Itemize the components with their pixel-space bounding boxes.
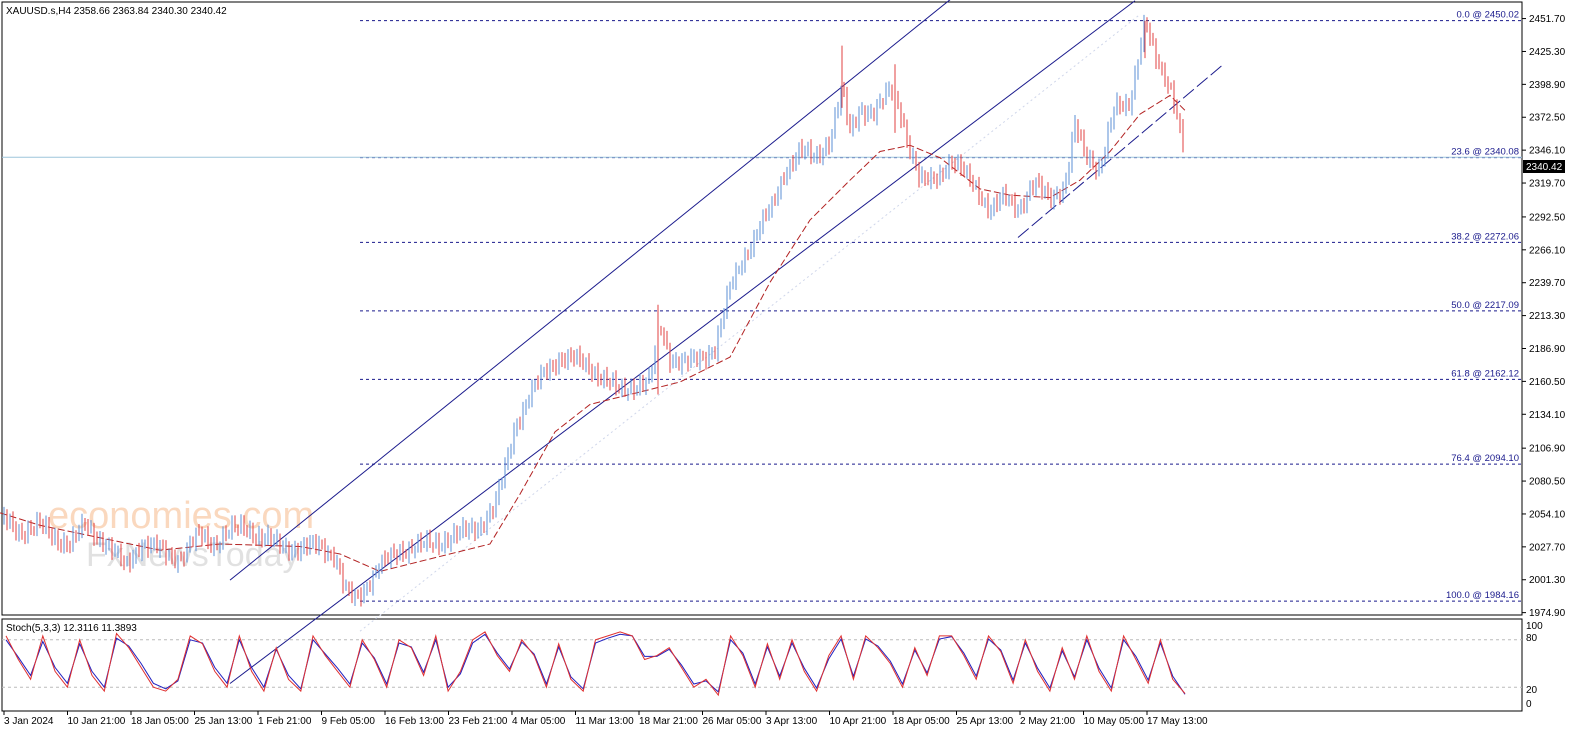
current-price-label: 2340.42 (1526, 162, 1563, 173)
candlesticks (3, 14, 1184, 607)
time-tick-label: 25 Jan 13:00 (195, 716, 253, 727)
stoch-level-20: 20 (1526, 685, 1538, 696)
fib-label: 50.0 @ 2217.09 (1451, 300, 1519, 311)
price-tick-label: 2319.70 (1529, 179, 1566, 190)
time-tick-label: 10 May 05:00 (1084, 716, 1145, 727)
price-tick-label: 2080.50 (1529, 477, 1566, 488)
fib-label: 0.0 @ 2450.02 (1457, 10, 1519, 21)
time-tick-label: 23 Feb 21:00 (449, 716, 508, 727)
moving-average (0, 94, 1186, 572)
main-chart-frame (1, 1, 1523, 616)
fib-label: 61.8 @ 2162.12 (1451, 368, 1519, 379)
price-tick-label: 2292.50 (1529, 212, 1566, 223)
stoch-level-0: 0 (1526, 699, 1532, 710)
time-tick-label: 9 Feb 05:00 (322, 716, 376, 727)
time-tick-label: 18 Mar 21:00 (639, 716, 698, 727)
time-tick-label: 26 Mar 05:00 (703, 716, 762, 727)
ma-line (0, 94, 1186, 572)
price-tick-label: 2001.30 (1529, 575, 1566, 586)
symbol-header: XAUUSD.s,H4 2358.66 2363.84 2340.30 2340… (6, 6, 227, 17)
fib-label: 100.0 @ 1984.16 (1446, 590, 1519, 601)
price-tick-label: 2451.70 (1529, 14, 1566, 25)
price-axis: 2451.70 2425.30 2398.90 2372.50 2346.10 2319.… (1522, 14, 1566, 619)
fib-label: 23.6 @ 2340.08 (1451, 147, 1519, 158)
time-tick-label: 3 Jan 2024 (4, 716, 54, 727)
price-tick-label: 2027.70 (1529, 542, 1566, 553)
price-tick-label: 2186.90 (1529, 344, 1566, 355)
price-tick-label: 2398.90 (1529, 80, 1566, 91)
stoch-main-line (5, 631, 1186, 697)
stoch-level-100: 100 (1526, 621, 1543, 632)
price-tick-label: 2266.10 (1529, 245, 1566, 256)
price-tick-label: 2346.10 (1529, 146, 1566, 157)
time-tick-label: 25 Apr 13:00 (957, 716, 1014, 727)
fib-label: 76.4 @ 2094.10 (1451, 453, 1519, 464)
price-tick-label: 2372.50 (1529, 113, 1566, 124)
price-tick-label: 2213.30 (1529, 311, 1566, 322)
time-tick-label: 17 May 13:00 (1147, 716, 1208, 727)
time-tick-label: 2 May 21:00 (1020, 716, 1075, 727)
fibonacci-levels: 0.0 @ 2450.02 23.6 @ 2340.08 38.2 @ 2272.0… (2, 10, 1522, 602)
stoch-level-80: 80 (1526, 633, 1538, 644)
time-tick-label: 1 Feb 21:00 (258, 716, 312, 727)
price-tick-label: 2106.90 (1529, 444, 1566, 455)
price-tick-label: 1974.90 (1529, 608, 1566, 619)
channel-mid-line (359, 14, 1141, 632)
watermark-economies: economies.com (48, 495, 314, 537)
current-price-tag (1523, 160, 1565, 173)
trend-channels (229, 0, 1223, 684)
price-tick-label: 2134.10 (1529, 410, 1566, 421)
price-tick-label: 2054.10 (1529, 509, 1566, 520)
price-tick-label: 2160.50 (1529, 377, 1566, 388)
time-tick-label: 11 Mar 13:00 (576, 716, 635, 727)
channel-lower-line (229, 0, 1136, 684)
stochastic-oscillator (2, 631, 1522, 697)
time-tick-label: 10 Apr 21:00 (830, 716, 887, 727)
stoch-label: Stoch(5,3,3) 12.3116 11.3893 (6, 623, 137, 634)
time-tick-label: 18 Jan 05:00 (131, 716, 189, 727)
small-channel-line (1017, 65, 1223, 238)
time-tick-label: 18 Apr 05:00 (893, 716, 950, 727)
time-tick-label: 16 Feb 13:00 (385, 716, 444, 727)
time-tick-label: 4 Mar 05:00 (512, 716, 566, 727)
fib-label: 38.2 @ 2272.06 (1451, 231, 1519, 242)
time-tick-label: 3 Apr 13:00 (766, 716, 818, 727)
channel-upper-line (229, 0, 951, 581)
stoch-signal-line (5, 633, 1186, 695)
price-tick-label: 2239.70 (1529, 278, 1566, 289)
indicator-frame (1, 618, 1523, 712)
time-tick-label: 10 Jan 21:00 (68, 716, 126, 727)
time-axis: 3 Jan 2024 10 Jan 21:00 18 Jan 05:00 25 Jan… (3, 711, 1208, 727)
price-tick-label: 2425.30 (1529, 47, 1566, 58)
